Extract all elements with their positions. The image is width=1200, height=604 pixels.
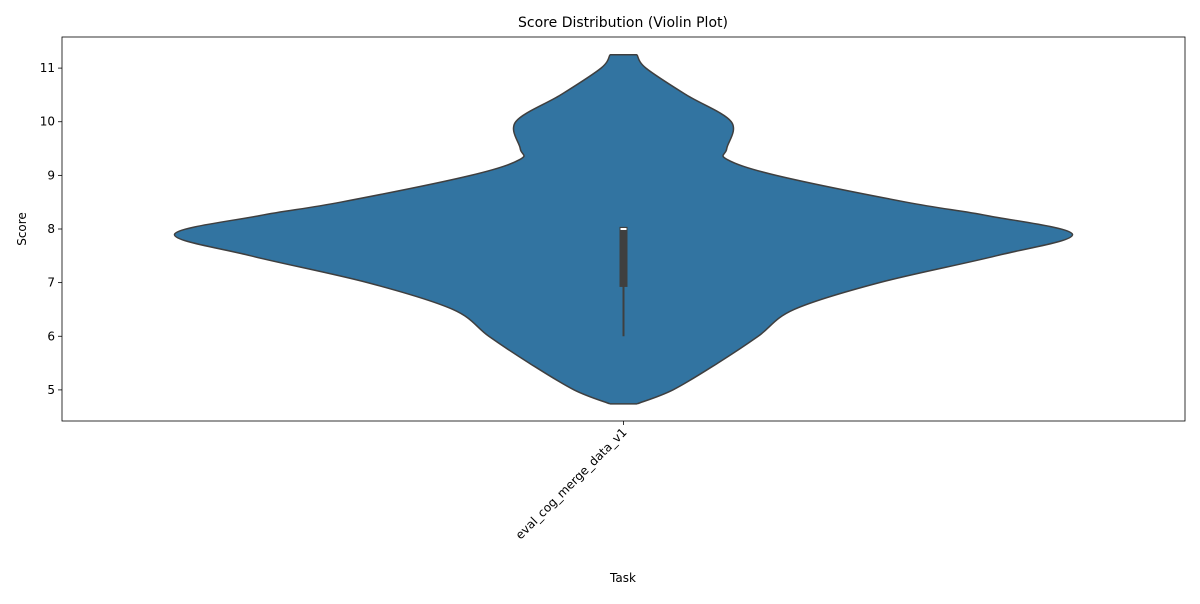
box: [619, 226, 628, 287]
axes-frame: [61, 36, 1186, 422]
y-tick-label: 6: [47, 329, 55, 343]
chart-title: Score Distribution (Violin Plot): [518, 15, 728, 31]
y-tick-label: 9: [47, 168, 55, 182]
violin-outline: [636, 54, 1074, 405]
y-tick-label: 8: [47, 222, 55, 236]
y-tick-label: 10: [40, 115, 55, 129]
y-tick-label: 7: [47, 276, 55, 290]
violin-outline: [173, 54, 611, 405]
y-tick-label: 5: [47, 383, 55, 397]
x-axis-label: Task: [609, 571, 636, 585]
violin-half: [174, 54, 624, 404]
y-axis-label: Score: [15, 212, 29, 246]
violin-half: [623, 54, 1073, 404]
y-tick-label: 11: [40, 61, 55, 75]
